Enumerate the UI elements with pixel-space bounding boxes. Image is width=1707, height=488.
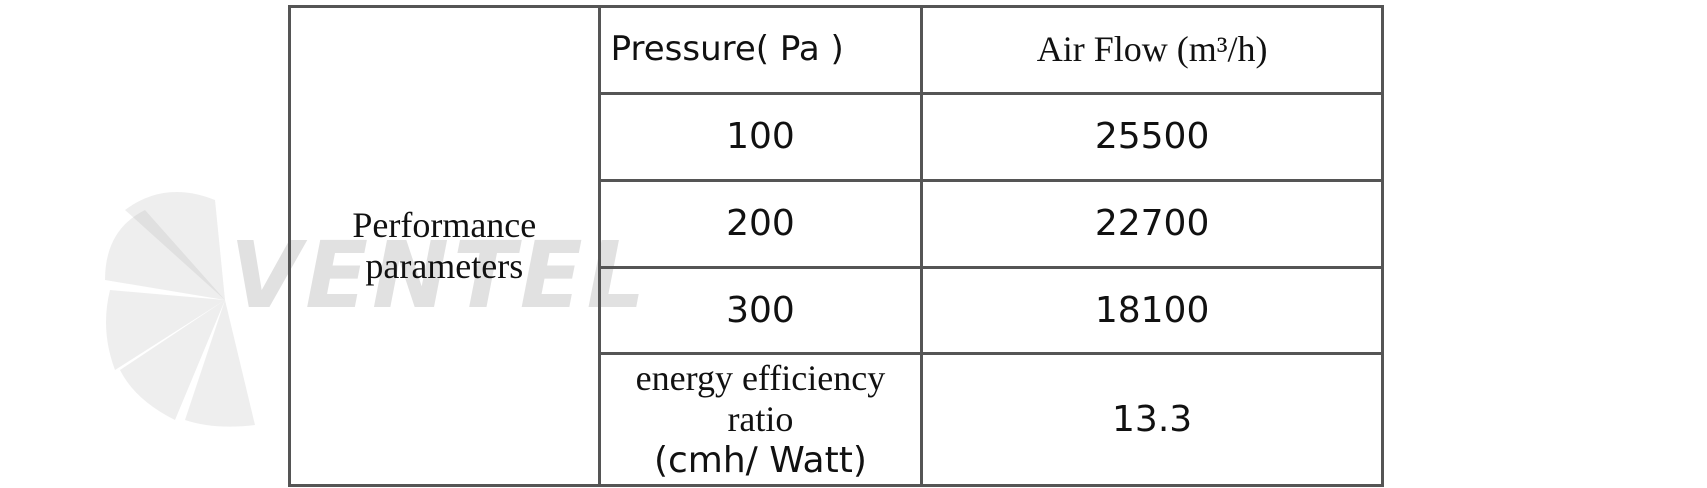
cell-text: Pressure( Pa ) xyxy=(610,29,844,70)
cell-text: 300 xyxy=(726,289,795,331)
fan-watermark xyxy=(105,192,255,427)
data-cell: 18100 xyxy=(920,265,1384,356)
ratio-label: energy efficiency ratio (cmh/ Watt) xyxy=(597,352,924,487)
data-cell: 22700 xyxy=(920,178,1384,269)
performance-table: Performance parameters Pressure( Pa ) Air F… xyxy=(288,5,1384,487)
table-row: 100 25500 xyxy=(290,91,1384,182)
table-row: 200 22700 xyxy=(290,178,1384,269)
data-cell: 200 xyxy=(597,178,924,269)
data-cell: 100 xyxy=(597,91,924,182)
cell-text: energy efficiency ratio xyxy=(635,357,886,440)
table-row: Performance parameters Pressure( Pa ) Air F… xyxy=(288,5,1384,487)
cell-text: Air Flow (m³/h) xyxy=(1036,29,1268,70)
table-row: 300 18100 xyxy=(290,265,1384,356)
cell-text: 13.3 xyxy=(1112,399,1193,441)
data-cell: 300 xyxy=(597,265,924,356)
cell-text: 25500 xyxy=(1094,116,1210,158)
cell-text: 200 xyxy=(726,202,795,244)
cell-text: parameters xyxy=(365,246,524,286)
table-row: energy efficiency ratio (cmh/ Watt) 13.3 xyxy=(290,352,1384,487)
header-cell: Air Flow (m³/h) xyxy=(920,5,1384,95)
cell-text: (cmh/ Watt) xyxy=(653,440,867,482)
cell-text: 18100 xyxy=(1094,289,1210,331)
data-cell: 25500 xyxy=(920,91,1384,182)
cell-text: Performance xyxy=(352,204,537,245)
ratio-value: 13.3 xyxy=(920,352,1384,487)
cell-text: 100 xyxy=(726,116,795,158)
header-cell: Pressure( Pa ) xyxy=(597,5,924,95)
row-header: Performance parameters xyxy=(288,5,601,487)
cell-text: 22700 xyxy=(1094,202,1210,244)
